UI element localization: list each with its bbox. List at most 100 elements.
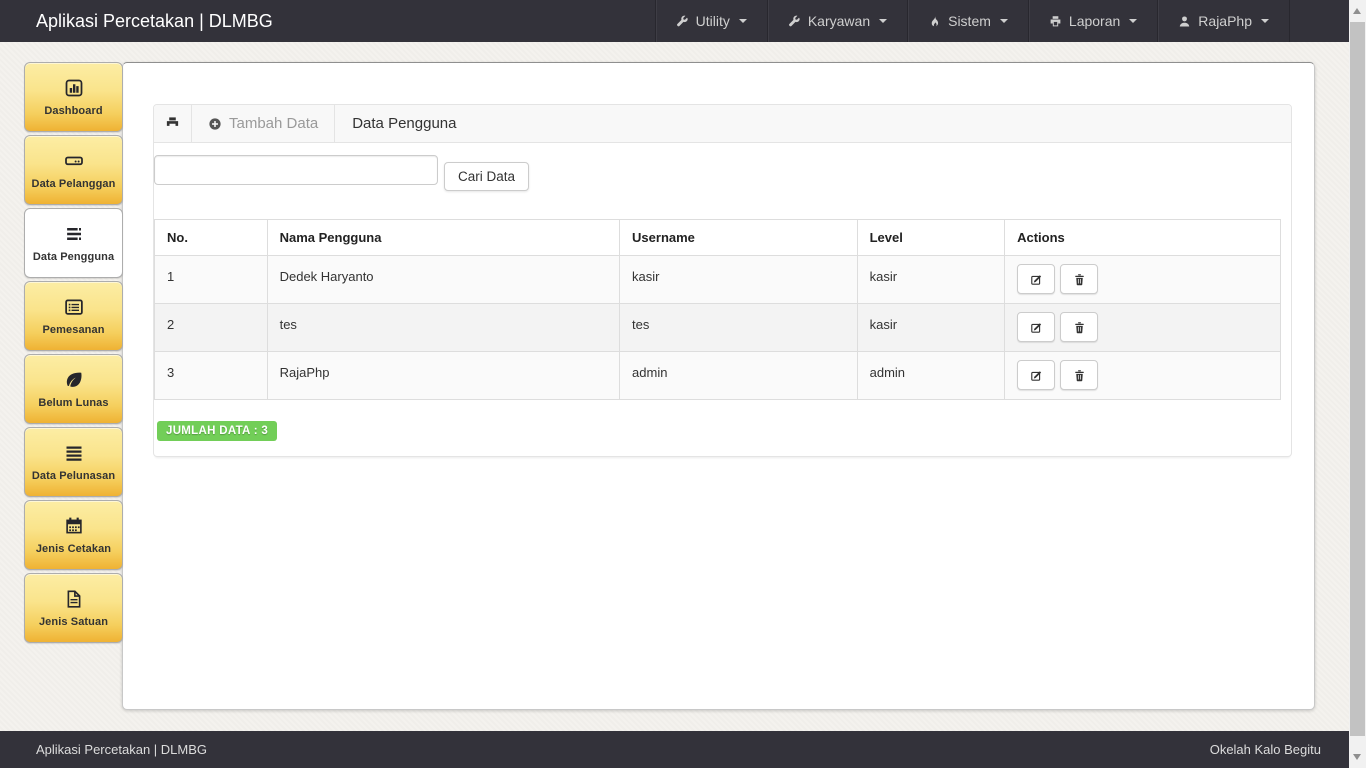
sidebar-item-pemesanan[interactable]: Pemesanan bbox=[24, 281, 123, 351]
cell-no: 2 bbox=[154, 303, 268, 352]
cell-no: 1 bbox=[154, 255, 268, 304]
menu-laporan[interactable]: Laporan bbox=[1027, 0, 1157, 42]
sidebar-item-label: Pemesanan bbox=[42, 323, 105, 336]
sidebar-item-label: Belum Lunas bbox=[38, 396, 109, 409]
cell-actions bbox=[1004, 255, 1281, 304]
sidebar-item-jenis-satuan[interactable]: Jenis Satuan bbox=[24, 573, 123, 643]
sidebar-item-data-pengguna[interactable]: Data Pengguna bbox=[24, 208, 123, 278]
sidebar-item-data-pelanggan[interactable]: Data Pelanggan bbox=[24, 135, 123, 205]
trash-icon bbox=[1073, 369, 1086, 382]
app-title: Aplikasi Percetakan | DLMBG bbox=[36, 11, 273, 31]
navbar-menu: Utility Karyawan Sistem Laporan RajaPhp bbox=[654, 0, 1290, 42]
wrench-icon bbox=[676, 15, 689, 28]
footer-right-text: Okelah Kalo Begitu bbox=[1209, 742, 1321, 757]
delete-button[interactable] bbox=[1060, 264, 1099, 294]
trash-icon bbox=[1073, 321, 1086, 334]
search-input[interactable] bbox=[154, 155, 438, 185]
sidebar-item-label: Data Pelunasan bbox=[31, 469, 116, 482]
file-icon bbox=[64, 589, 84, 609]
sidebar-item-label: Data Pelanggan bbox=[31, 177, 116, 190]
footer-left-text: Aplikasi Percetakan | DLMBG bbox=[36, 742, 207, 757]
trash-icon bbox=[1073, 273, 1086, 286]
sidebar: Dashboard Data Pelanggan Data Pengguna Peme… bbox=[24, 62, 123, 643]
search-row: Cari Data bbox=[154, 155, 1291, 191]
menu-label: Laporan bbox=[1068, 13, 1121, 29]
cell-nama: tes bbox=[266, 303, 621, 352]
bar-chart-icon bbox=[64, 78, 84, 98]
column-header: No. bbox=[154, 219, 268, 256]
page-title: Data Pengguna bbox=[352, 115, 457, 132]
main-container: Tambah Data Data Pengguna Cari Data No. N… bbox=[122, 62, 1315, 710]
print-icon bbox=[1049, 15, 1062, 28]
edit-icon bbox=[1030, 369, 1043, 382]
fire-icon bbox=[928, 15, 941, 28]
delete-button[interactable] bbox=[1060, 360, 1099, 390]
sidebar-item-data-pelunasan[interactable]: Data Pelunasan bbox=[24, 427, 123, 497]
sidebar-item-dashboard[interactable]: Dashboard bbox=[24, 62, 123, 132]
sidebar-item-label: Jenis Satuan bbox=[38, 615, 109, 628]
edit-button[interactable] bbox=[1017, 264, 1056, 294]
align-justify-icon bbox=[64, 443, 84, 463]
panel-heading: Tambah Data Data Pengguna bbox=[154, 105, 1291, 143]
wrench-icon bbox=[788, 15, 801, 28]
sidebar-item-label: Data Pengguna bbox=[32, 250, 115, 263]
column-header: Actions bbox=[1004, 219, 1281, 256]
cell-actions bbox=[1004, 303, 1281, 352]
cell-username: tes bbox=[619, 303, 858, 352]
edit-icon bbox=[1030, 321, 1043, 334]
data-table: No. Nama Pengguna Username Level Actions 1 De… bbox=[154, 219, 1281, 400]
menu-label: Utility bbox=[695, 13, 730, 29]
caret-down-icon bbox=[879, 19, 888, 23]
sidebar-item-jenis-cetakan[interactable]: Jenis Cetakan bbox=[24, 500, 123, 570]
table-row: 2 tes tes kasir bbox=[154, 303, 1281, 352]
tambah-data-label: Tambah Data bbox=[229, 115, 319, 132]
scroll-up-arrow-icon[interactable] bbox=[1353, 8, 1361, 14]
menu-rajaphp[interactable]: RajaPhp bbox=[1157, 0, 1290, 42]
cari-data-button[interactable]: Cari Data bbox=[444, 162, 530, 191]
list-alt-icon bbox=[64, 297, 84, 317]
jumlah-data-badge: JUMLAH DATA : 3 bbox=[157, 421, 278, 441]
cell-level: kasir bbox=[856, 255, 1006, 304]
hdd-icon bbox=[64, 151, 84, 171]
panel-body: Cari Data No. Nama Pengguna Username Level A… bbox=[154, 155, 1291, 441]
cell-nama: Dedek Haryanto bbox=[266, 255, 621, 304]
cell-no: 3 bbox=[154, 351, 268, 400]
edit-button[interactable] bbox=[1017, 360, 1056, 390]
cell-actions bbox=[1004, 351, 1281, 400]
leaf-icon bbox=[64, 370, 84, 390]
user-icon bbox=[1178, 15, 1191, 28]
menu-label: RajaPhp bbox=[1198, 13, 1252, 29]
delete-button[interactable] bbox=[1060, 312, 1099, 342]
caret-down-icon bbox=[999, 19, 1008, 23]
cell-username: kasir bbox=[619, 255, 858, 304]
column-header: Nama Pengguna bbox=[266, 219, 621, 256]
table-header-row: No. Nama Pengguna Username Level Actions bbox=[154, 219, 1281, 256]
menu-label: Sistem bbox=[948, 13, 991, 29]
tasks-icon bbox=[64, 224, 84, 244]
column-header: Level bbox=[856, 219, 1006, 256]
caret-down-icon bbox=[1261, 19, 1269, 23]
edit-button[interactable] bbox=[1017, 312, 1056, 342]
table-row: 3 RajaPhp admin admin bbox=[154, 351, 1281, 400]
printer-icon bbox=[154, 105, 192, 142]
menu-label: Karyawan bbox=[807, 13, 871, 29]
caret-down-icon bbox=[738, 19, 747, 23]
calendar-icon bbox=[64, 516, 84, 536]
sidebar-item-label: Jenis Cetakan bbox=[35, 542, 112, 555]
scroll-down-arrow-icon[interactable] bbox=[1353, 754, 1361, 760]
sidebar-item-label: Dashboard bbox=[44, 104, 103, 117]
caret-down-icon bbox=[1129, 19, 1138, 23]
menu-sistem[interactable]: Sistem bbox=[907, 0, 1028, 42]
table-body: 1 Dedek Haryanto kasir kasir 2 tes tes kasir 3 Ra… bbox=[154, 255, 1281, 400]
menu-utility[interactable]: Utility bbox=[654, 0, 767, 42]
cell-username: admin bbox=[619, 351, 858, 400]
scrollbar-thumb[interactable] bbox=[1350, 22, 1365, 736]
tambah-data-button[interactable]: Tambah Data bbox=[192, 105, 336, 142]
vertical-scrollbar[interactable] bbox=[1349, 0, 1366, 768]
data-pengguna-panel: Tambah Data Data Pengguna Cari Data No. N… bbox=[153, 104, 1292, 457]
column-header: Username bbox=[619, 219, 858, 256]
cell-nama: RajaPhp bbox=[266, 351, 621, 400]
sidebar-item-belum-lunas[interactable]: Belum Lunas bbox=[24, 354, 123, 424]
menu-karyawan[interactable]: Karyawan bbox=[766, 0, 907, 42]
footer: Aplikasi Percetakan | DLMBG Okelah Kalo … bbox=[0, 731, 1366, 768]
